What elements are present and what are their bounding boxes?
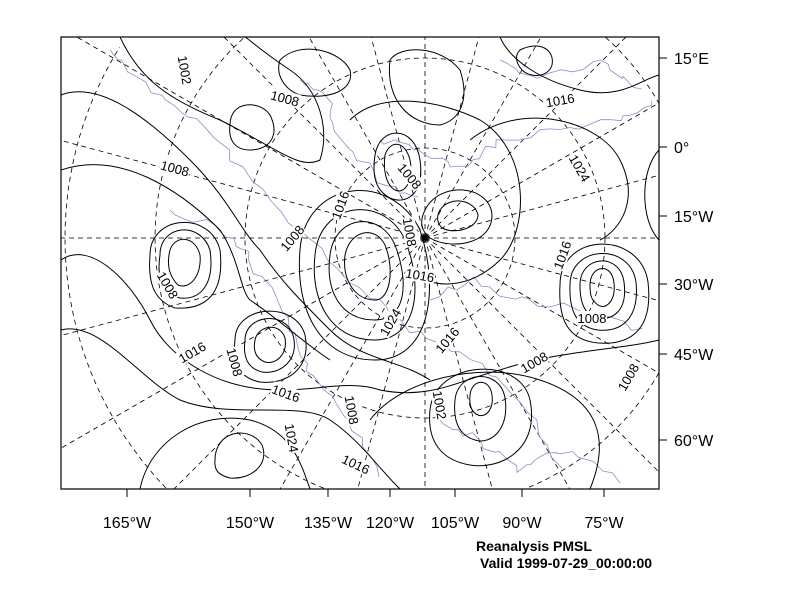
coastline <box>109 49 563 469</box>
isobar-line <box>516 45 553 76</box>
bottom-axis-labels: 165°W 150°W 135°W 120°W 105°W 90°W 75°W <box>103 515 625 532</box>
isobar-line <box>328 221 404 321</box>
isobar-line <box>437 200 479 232</box>
contour-label: 1002 <box>175 55 195 86</box>
isobar-line <box>119 37 325 164</box>
isobar-line <box>499 37 659 94</box>
lon-label: 90°W <box>502 515 542 532</box>
contour-label: 1008 <box>159 157 191 179</box>
lon-label: 75°W <box>584 515 624 532</box>
parallel-line <box>605 37 659 104</box>
lon-label: 105°W <box>431 515 480 532</box>
parallel-line <box>154 37 325 489</box>
meridian-line <box>61 237 426 449</box>
isobar-line <box>61 328 401 489</box>
isobar-line <box>61 164 331 361</box>
isobar-line <box>369 371 600 489</box>
meridian-line <box>223 37 426 239</box>
meridian-line <box>424 37 480 239</box>
lat-label: 30°W <box>674 277 714 294</box>
coastline <box>499 59 642 90</box>
coastline <box>439 419 621 484</box>
lon-label: 135°W <box>304 515 353 532</box>
plot-title: Reanalysis PMSL <box>476 538 592 554</box>
isobar-line <box>644 149 659 241</box>
contour-label: 1024 <box>282 423 302 454</box>
isobar-line <box>253 326 286 364</box>
lon-label: 120°W <box>366 515 415 532</box>
contour-label: 1008 <box>578 311 607 326</box>
isobar-line <box>168 238 201 287</box>
contour-label: 1008 <box>269 87 301 109</box>
coastline <box>379 100 653 168</box>
contour-label: 1008 <box>277 222 307 254</box>
contour-label: 1016 <box>545 91 576 111</box>
isobar-line <box>469 381 493 417</box>
coastline <box>429 276 643 331</box>
contour-labels: 1002 1008 1008 1016 1024 1016 1008 1008 1008 1016… <box>154 54 642 477</box>
meridian-line <box>279 237 426 489</box>
meridian-line <box>424 37 542 239</box>
lat-label: 15°E <box>674 51 709 68</box>
meridian-line <box>76 37 426 239</box>
isobar-line <box>579 260 626 319</box>
meridian-line <box>308 37 426 239</box>
isobar-line <box>589 268 615 307</box>
meridian-line <box>357 237 426 489</box>
isobar-line <box>383 143 412 192</box>
parallel-line <box>525 372 659 489</box>
lat-label: 0° <box>674 140 689 157</box>
isobar-line <box>149 222 222 309</box>
lon-label: 150°W <box>226 515 275 532</box>
contour-label: 1016 <box>328 189 352 221</box>
isobar-line <box>278 48 352 97</box>
meridian-line <box>424 237 659 374</box>
meridian-line <box>424 237 659 302</box>
isobar-line <box>214 432 265 479</box>
lat-lon-grid <box>61 37 659 489</box>
contour-label: 1016 <box>550 239 574 271</box>
right-axis-labels: 15°E 0° 15°W 30°W 45°W 60°W <box>674 51 714 450</box>
parallel-line <box>64 46 167 489</box>
meridian-line <box>424 237 571 489</box>
isobar-line <box>344 232 391 301</box>
contour-label: 1016 <box>404 266 435 286</box>
meridian-line <box>424 237 493 489</box>
contour-label: 1016 <box>270 381 302 405</box>
isobar-line <box>388 49 465 126</box>
contour-label: 1008 <box>400 217 420 248</box>
contour-label: 1002 <box>430 390 450 421</box>
meridian-line <box>424 37 627 239</box>
isobar-line <box>429 368 532 467</box>
lat-label: 15°W <box>674 209 714 226</box>
lat-label: 60°W <box>674 433 714 450</box>
lon-label: 165°W <box>103 515 152 532</box>
isobar-line <box>61 91 431 381</box>
contour-label: 1008 <box>224 346 246 378</box>
map-frame <box>60 36 660 490</box>
coastlines <box>109 49 653 484</box>
isobar-line <box>244 318 295 373</box>
meridian-line <box>424 174 659 239</box>
contour-label: 1008 <box>342 395 362 426</box>
isobar-line <box>313 209 416 341</box>
isobar-line <box>454 376 507 442</box>
isobar-line <box>139 417 311 489</box>
isobar-line <box>469 117 629 241</box>
lat-label: 45°W <box>674 347 714 364</box>
meridian-line <box>424 102 659 239</box>
meridian-line <box>370 37 426 239</box>
isobar-line <box>349 100 521 285</box>
plot-title-block: Reanalysis PMSL Valid 1999-07-29_00:00:0… <box>476 538 652 572</box>
isobar-line <box>421 189 493 245</box>
contour-label: 1016 <box>340 452 373 478</box>
meridian-line <box>61 140 426 239</box>
isobar-line <box>229 104 275 151</box>
valid-time: Valid 1999-07-29_00:00:00 <box>480 555 653 571</box>
coastline <box>299 79 419 197</box>
isobar-line <box>559 243 650 344</box>
